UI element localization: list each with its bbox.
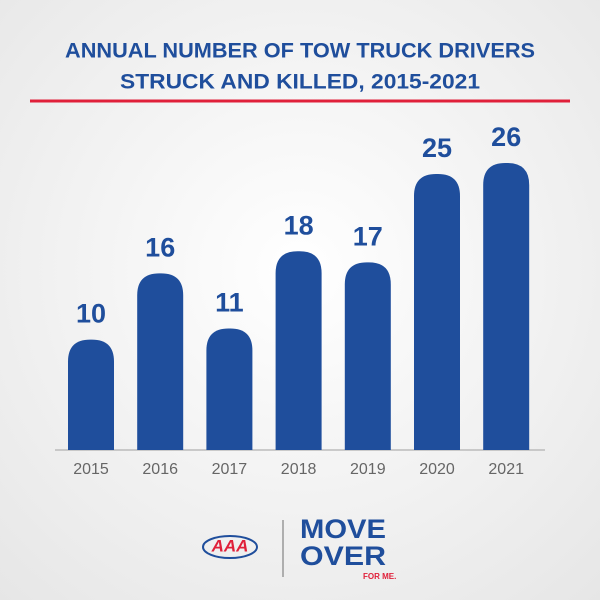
- bar: [414, 174, 460, 450]
- value-label: 16: [145, 232, 175, 262]
- bar: [206, 328, 253, 450]
- x-tick-label: 2015: [73, 461, 109, 478]
- logo-text: AAA: [211, 536, 249, 555]
- campaign-line: MOVE: [300, 514, 386, 544]
- x-tick-label: 2020: [419, 461, 455, 478]
- x-tick-label: 2016: [142, 461, 178, 478]
- bar: [137, 273, 184, 450]
- chart-title: ANNUAL NUMBER OF TOW TRUCK DRIVERS: [65, 40, 535, 63]
- x-tick-label: 2019: [350, 461, 386, 478]
- value-label: 17: [353, 221, 383, 251]
- value-label: 25: [422, 133, 452, 163]
- footer: AAA MOVE OVER FOR ME.: [202, 514, 396, 581]
- x-tick-label: 2017: [212, 461, 248, 478]
- bar: [68, 339, 114, 450]
- bar: [344, 262, 391, 450]
- logo-ring: [202, 535, 258, 559]
- value-label: 26: [491, 122, 521, 152]
- value-label: 10: [76, 299, 106, 329]
- value-label: 11: [215, 288, 244, 318]
- campaign-tagline: FOR ME.: [363, 572, 396, 581]
- chart-title: STRUCK AND KILLED, 2015-2021: [120, 71, 480, 94]
- campaign-line: OVER: [300, 541, 386, 571]
- bar: [483, 162, 530, 450]
- x-tick-label: 2018: [281, 461, 317, 478]
- value-label: 18: [284, 210, 314, 240]
- x-tick-label: 2021: [488, 461, 524, 478]
- bar: [275, 251, 322, 450]
